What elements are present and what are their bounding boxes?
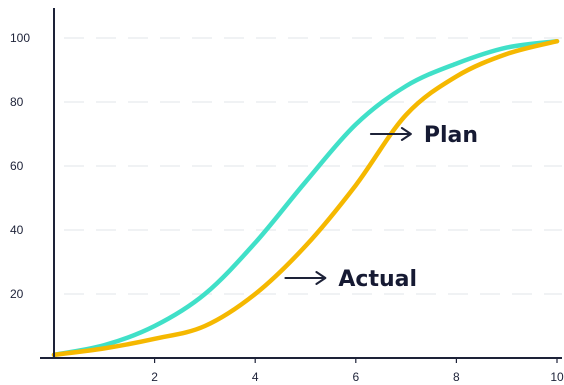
y-tick-label: 20 bbox=[10, 287, 24, 301]
x-tick-label: 2 bbox=[151, 370, 158, 384]
y-tick-label: 40 bbox=[10, 223, 24, 237]
y-tick-label: 60 bbox=[10, 159, 24, 173]
axes bbox=[40, 8, 562, 359]
series-line-actual bbox=[51, 38, 560, 358]
series-line-plan bbox=[51, 38, 560, 358]
x-tick-label: 10 bbox=[550, 370, 564, 384]
y-tick-label: 100 bbox=[10, 31, 30, 45]
x-tick-label: 6 bbox=[352, 370, 359, 384]
annotation-arrow-actual bbox=[284, 271, 327, 285]
annotations: Plan Actual bbox=[284, 123, 478, 292]
annotation-arrow-plan bbox=[369, 127, 412, 141]
y-tick-label: 80 bbox=[10, 95, 24, 109]
tick-marks-and-labels: 20 40 60 80 100 2 4 6 8 10 bbox=[10, 31, 564, 384]
series-lines bbox=[51, 38, 560, 358]
x-tick-label: 4 bbox=[252, 370, 259, 384]
annotation-label-actual: Actual bbox=[338, 267, 417, 292]
annotation-label-plan: Plan bbox=[424, 123, 478, 148]
x-tick-label: 8 bbox=[453, 370, 460, 384]
grid-lines bbox=[64, 37, 562, 295]
